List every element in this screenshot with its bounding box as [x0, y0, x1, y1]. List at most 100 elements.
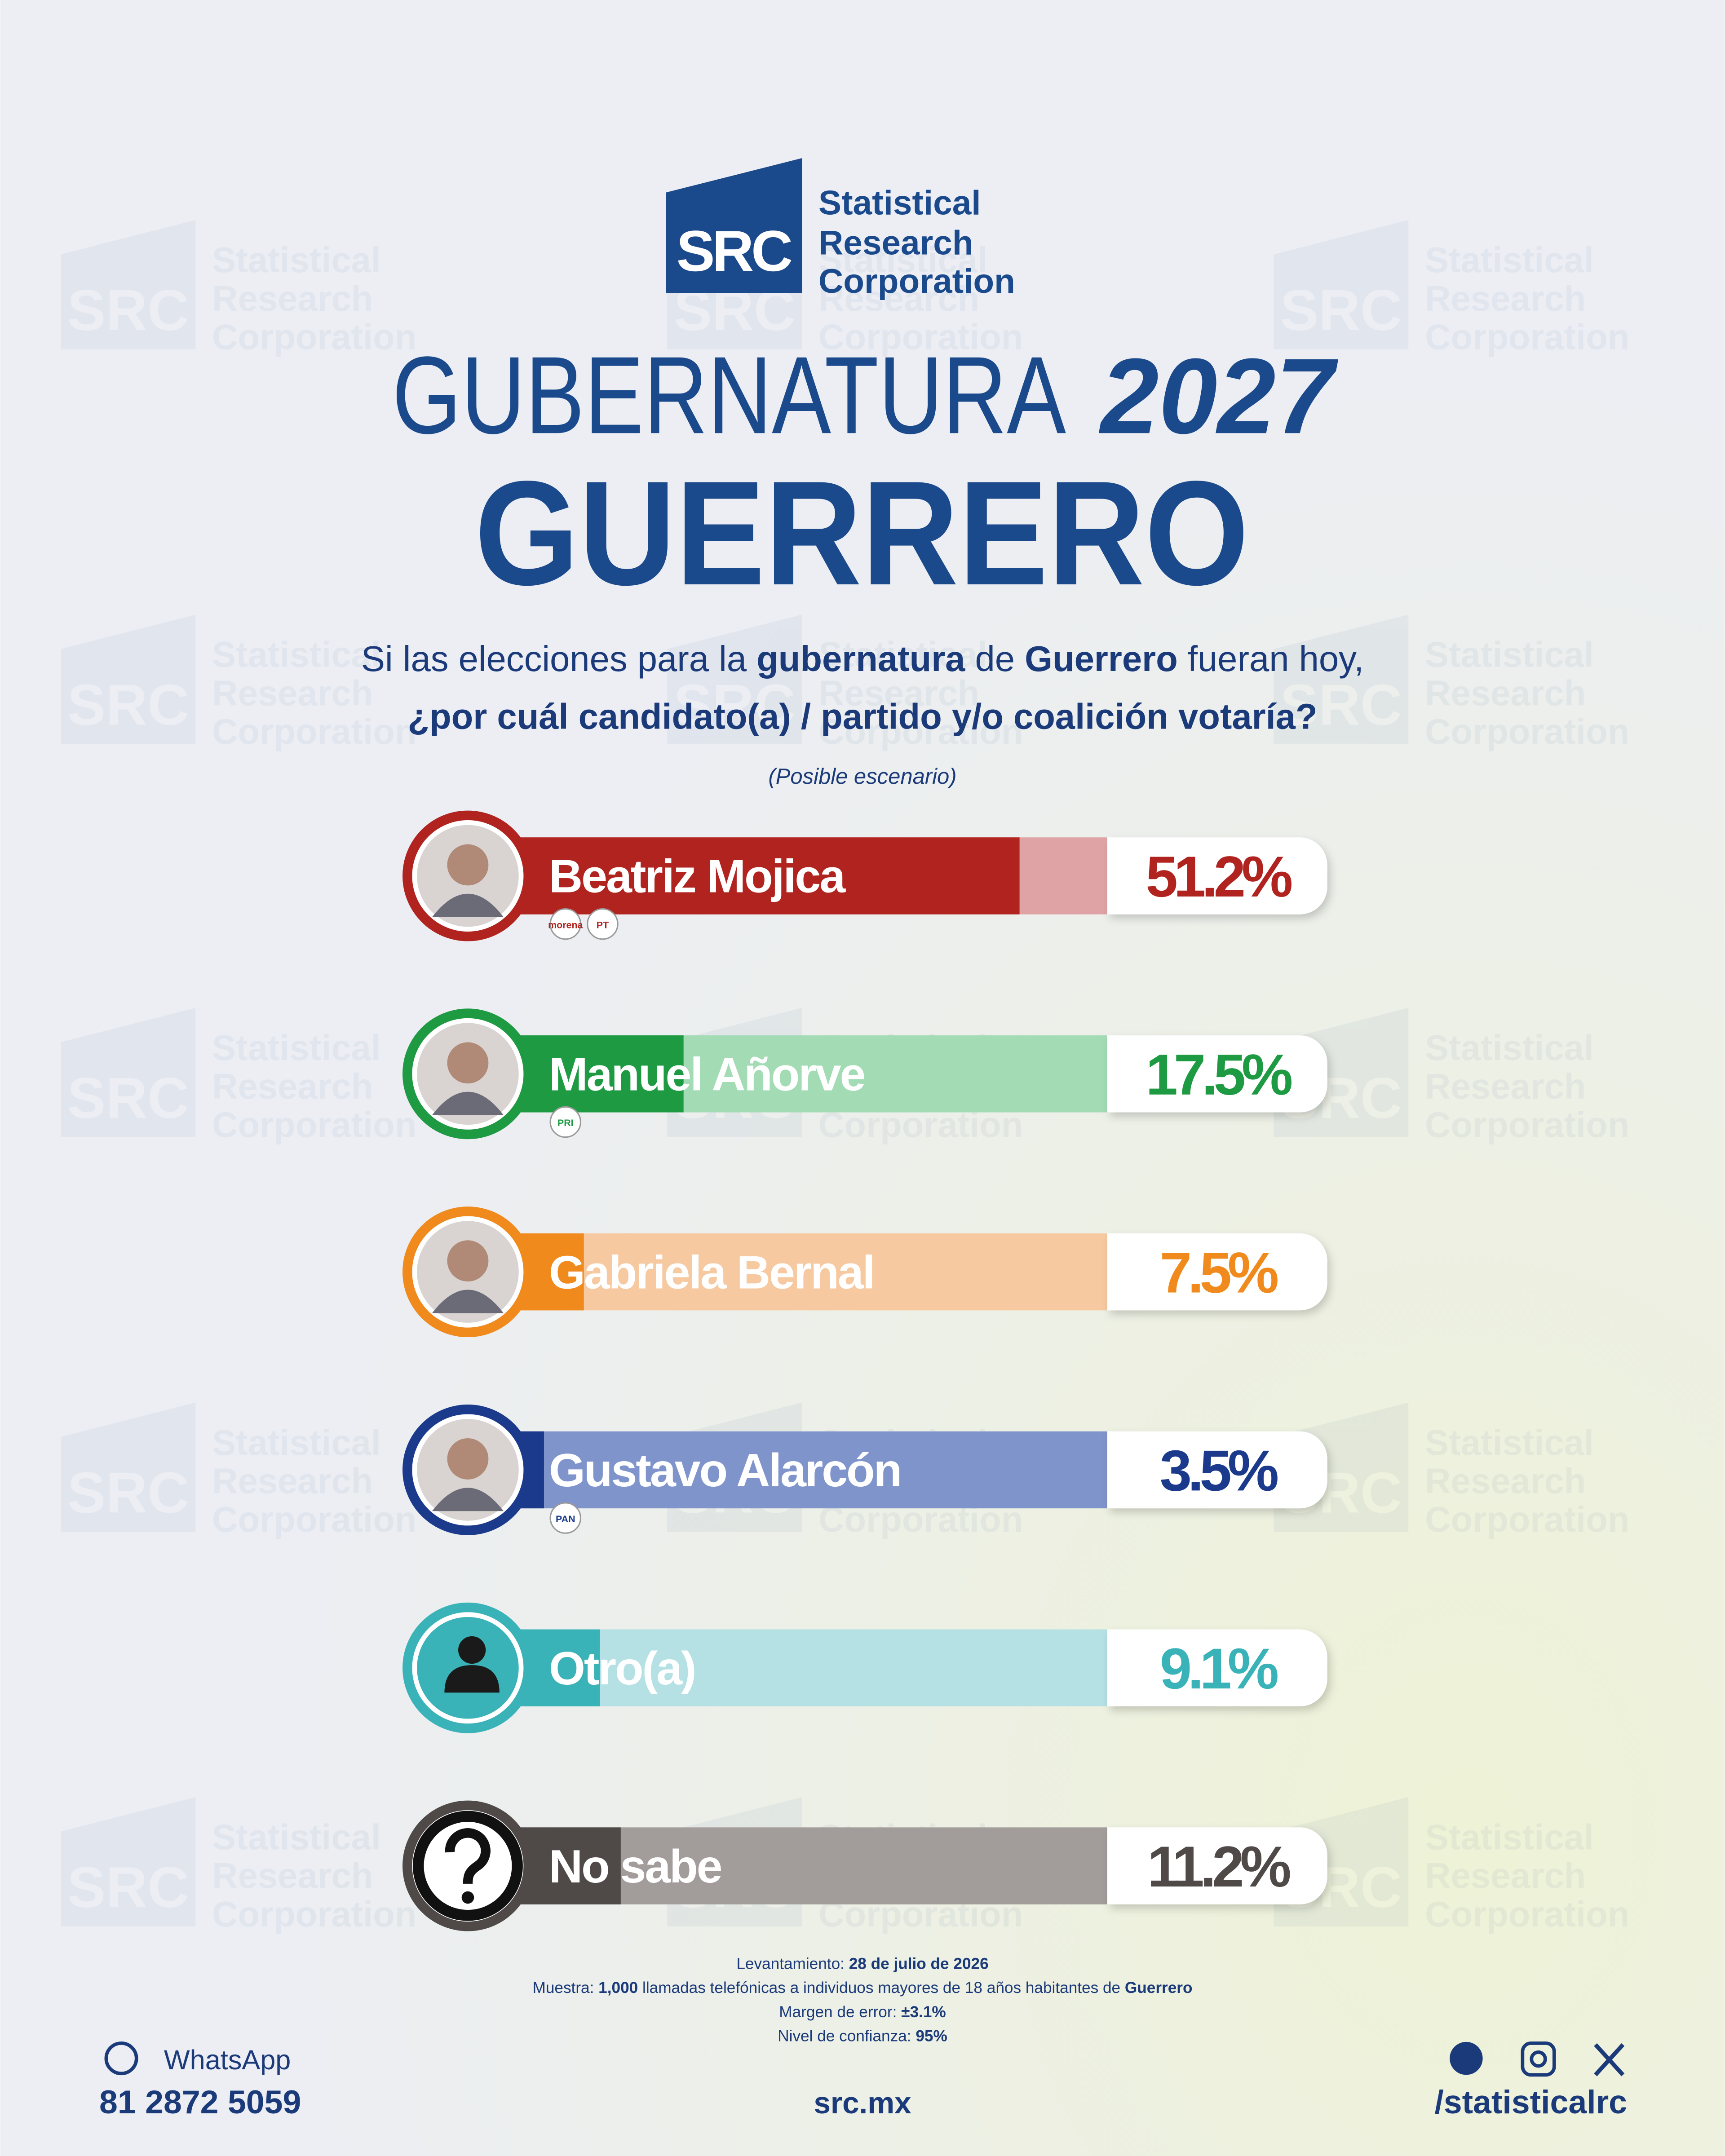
watermark-line: Corporation	[1425, 711, 1629, 751]
watermark-line: Corporation	[212, 1105, 416, 1145]
watermark-line: Statistical	[1425, 1817, 1594, 1857]
watermark-line: Research	[1425, 278, 1586, 318]
avatar-head	[447, 1042, 489, 1084]
footnote-segment: Nivel de confianza:	[778, 2027, 916, 2045]
question-bg	[424, 1822, 512, 1910]
question-line-segment: Guerrero	[1025, 639, 1178, 679]
watermark-shape	[1274, 614, 1409, 744]
value-label: 11.2%	[1147, 1835, 1290, 1899]
bar-row: 9.1% Otro(a)	[402, 1602, 1327, 1733]
watermark-shape	[667, 614, 802, 744]
watermark-shape	[61, 614, 196, 744]
footnote-segment: llamadas telefónicas a individuos mayore…	[638, 1979, 1125, 1997]
watermark-abbr: SRC	[67, 673, 189, 737]
party-badge	[549, 1502, 581, 1534]
watermark-line: Research	[212, 673, 373, 713]
watermark-line: Statistical	[818, 240, 987, 280]
website[interactable]: src.mx	[814, 2086, 911, 2120]
category-label: Beatriz Mojica	[549, 851, 846, 903]
question-line-segment: Si las elecciones para la	[361, 639, 756, 679]
watermark-line: Statistical	[212, 240, 381, 280]
watermark-line: Corporation	[212, 711, 416, 751]
bar-track	[509, 1629, 1107, 1706]
watermark-line: Statistical	[212, 1423, 381, 1462]
whatsapp-icon	[104, 2041, 138, 2076]
question-dot	[461, 1891, 474, 1904]
footnote-segment: Margen de error:	[779, 2003, 901, 2021]
avatar-body	[432, 1488, 504, 1511]
bar-row: 51.2% Beatriz Mojica morena PT	[402, 810, 1327, 941]
value-label: 7.5%	[1160, 1241, 1278, 1305]
watermark-line: Corporation	[1425, 1499, 1629, 1539]
party-label: PAN	[556, 1514, 575, 1524]
question-line-segment: de	[965, 639, 1025, 679]
watermark-line: Statistical	[212, 635, 381, 675]
whatsapp-label: WhatsApp	[164, 2045, 291, 2075]
watermark-line: Research	[212, 1461, 373, 1501]
avatar-head	[447, 1438, 489, 1480]
bars: 51.2% Beatriz Mojica morena PT 17.5% Manuel A…	[402, 810, 1327, 1931]
avatar-head	[447, 1240, 489, 1282]
watermark-line: Research	[1425, 673, 1586, 713]
title: GUBERNATURA	[392, 333, 1066, 456]
watermark-line: Corporation	[818, 317, 1023, 357]
logo-shape	[666, 158, 802, 293]
question-line-segment: gubernatura	[756, 639, 965, 679]
watermark-shape	[61, 1797, 196, 1926]
value-box	[1107, 1233, 1327, 1311]
footnote: Muestra: 1,000 llamadas telefónicas a in…	[533, 1979, 1193, 1997]
subtitle: GUERRERO	[475, 451, 1249, 616]
watermark-line: Corporation	[212, 317, 416, 357]
category-label: Otro(a)	[549, 1643, 695, 1695]
instagram-icon[interactable]	[1521, 2041, 1556, 2077]
x-icon[interactable]	[1594, 2043, 1625, 2076]
watermark-abbr: SRC	[67, 278, 189, 343]
person-head	[458, 1636, 486, 1664]
watermark-line: Corporation	[212, 1894, 416, 1934]
social-handle[interactable]: /statisticalrc	[1434, 2083, 1627, 2121]
avatar-body	[432, 1091, 504, 1115]
contact: WhatsApp 81 2872 5059 src.mx /statistica…	[99, 2041, 1627, 2121]
logo-line: Statistical	[818, 184, 981, 222]
person-body	[444, 1665, 500, 1693]
watermark-abbr: SRC	[67, 1856, 189, 1920]
value-label: 9.1%	[1160, 1637, 1278, 1701]
category-label: Gabriela Bernal	[549, 1246, 874, 1299]
watermark-line: Statistical	[1425, 1028, 1594, 1068]
watermark-line: Statistical	[1425, 1423, 1594, 1462]
bar-track	[509, 1233, 1107, 1311]
watermark-abbr: SRC	[67, 1066, 189, 1131]
watermark-shape	[61, 220, 196, 349]
party-badge	[587, 908, 619, 940]
footnote-segment: Levantamiento:	[736, 1955, 849, 1973]
phone: 81 2872 5059	[99, 2083, 301, 2121]
watermark-line: Research	[1425, 1856, 1586, 1895]
bar-track	[509, 1431, 1107, 1509]
watermark-shape	[61, 1402, 196, 1532]
watermark-line: Research	[1425, 1461, 1586, 1501]
facebook-icon[interactable]	[1450, 2041, 1483, 2075]
footnote-segment: Guerrero	[1125, 1979, 1193, 1997]
watermark-line: Research	[818, 673, 979, 713]
bar-row: 17.5% Manuel Añorve PRI	[402, 1008, 1327, 1140]
footnote: Nivel de confianza: 95%	[778, 2027, 947, 2045]
note: (Posible escenario)	[768, 764, 956, 789]
party-badge	[549, 908, 581, 940]
watermark-line: Corporation	[818, 711, 1023, 751]
footnote: Levantamiento: 28 de julio de 2026	[736, 1955, 988, 1973]
watermark-line: Research	[212, 278, 373, 318]
avatar-body	[432, 1290, 504, 1313]
category-label: Gustavo Alarcón	[549, 1445, 901, 1497]
party-label: morena	[548, 919, 583, 930]
watermark-line: Research	[212, 1856, 373, 1895]
footnote-segment: 95%	[916, 2027, 947, 2045]
footnote-segment: 1,000	[598, 1979, 638, 1997]
footnote-segment: 28 de julio de 2026	[849, 1955, 989, 1973]
watermark-line: Research	[212, 1066, 373, 1106]
value-box	[1107, 1827, 1327, 1904]
